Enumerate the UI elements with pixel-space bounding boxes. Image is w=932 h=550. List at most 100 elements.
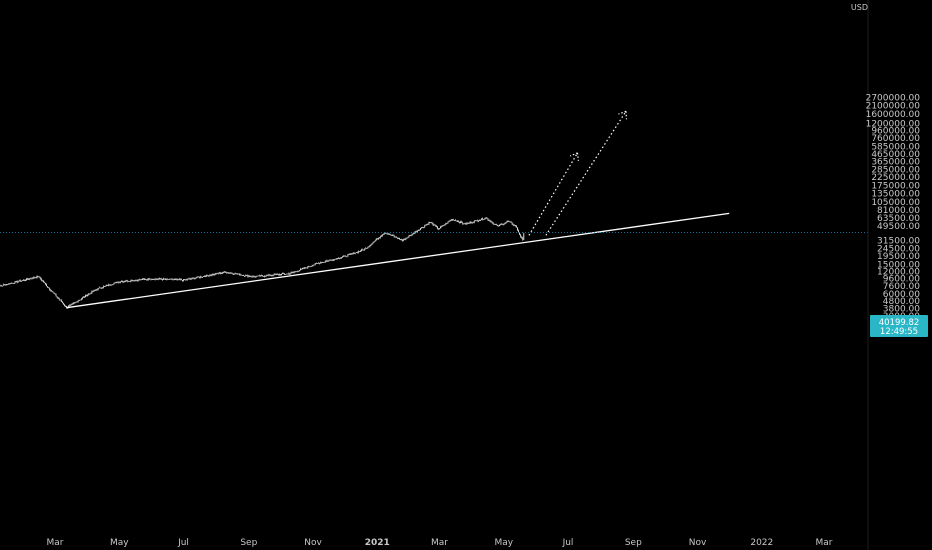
- candle-body: [241, 274, 242, 276]
- candle-body: [163, 278, 164, 280]
- candle-body: [374, 240, 376, 242]
- candle-body: [303, 268, 305, 269]
- x-tick-label: May: [110, 538, 129, 548]
- candle-body: [27, 278, 29, 280]
- candle-body: [267, 275, 269, 276]
- candle-body: [476, 220, 478, 222]
- candle-body: [1, 285, 3, 287]
- candle-body: [309, 266, 311, 268]
- candle-body: [357, 251, 359, 253]
- candle-body: [317, 262, 319, 264]
- candle-body: [292, 272, 294, 274]
- candle-body: [77, 300, 79, 302]
- candle-body: [96, 289, 98, 291]
- candle-body: [191, 277, 193, 279]
- candle-body: [330, 259, 332, 261]
- candle-body: [482, 218, 484, 220]
- candle-body: [355, 252, 357, 253]
- candle-body: [120, 281, 122, 283]
- candle-body: [326, 260, 328, 262]
- candle-body: [396, 237, 398, 239]
- candle-body: [283, 273, 285, 275]
- candle-body: [129, 281, 131, 283]
- candle-body: [493, 223, 495, 225]
- candle-body: [390, 234, 392, 236]
- trendline-layer[interactable]: [66, 212, 730, 309]
- candle-body: [88, 293, 90, 295]
- candle-body: [133, 280, 135, 282]
- candle-body: [445, 223, 447, 225]
- candle-body: [37, 276, 39, 277]
- candle-body: [156, 278, 158, 280]
- candle-body: [512, 224, 514, 226]
- candle-body: [408, 235, 410, 238]
- candle-body: [448, 221, 450, 223]
- y-tick-label: 175000.00: [871, 181, 920, 191]
- candle-body: [105, 285, 107, 287]
- candle-body: [488, 220, 490, 221]
- candle-body: [229, 272, 231, 274]
- candle-body: [113, 283, 115, 285]
- candle-body: [150, 279, 152, 281]
- candle-body: [307, 266, 309, 268]
- y-tick-label: 63500.00: [877, 214, 920, 224]
- projection-layer[interactable]: [528, 110, 628, 236]
- candle-body: [333, 259, 335, 261]
- candle-body: [492, 222, 494, 224]
- candle-body: [177, 279, 179, 280]
- candle-body: [348, 254, 350, 255]
- candle-body: [131, 280, 133, 282]
- y-tick-label: 1200000.00: [866, 119, 921, 129]
- y-axis[interactable]: USD 2700000.002100000.001600000.00120000…: [851, 3, 920, 322]
- candle-body: [325, 261, 327, 262]
- candle-body: [358, 251, 360, 253]
- candle-body: [244, 275, 246, 277]
- candle-body: [224, 271, 226, 273]
- candle-body: [272, 275, 274, 277]
- candle-body: [215, 273, 217, 275]
- candle-body: [188, 278, 190, 280]
- candle-body: [81, 297, 83, 299]
- candle-body: [381, 235, 383, 237]
- candle-body: [263, 276, 265, 277]
- candle-body: [264, 276, 266, 277]
- candle-body: [291, 272, 293, 274]
- candle-body: [314, 263, 316, 265]
- candle-body: [72, 303, 74, 304]
- candle-body: [405, 238, 407, 240]
- candle-body: [297, 270, 299, 272]
- x-tick-label: Sep: [625, 538, 642, 548]
- candle-body: [257, 275, 259, 277]
- candle-body: [275, 274, 277, 275]
- candle-body: [346, 256, 348, 258]
- candle-body: [318, 262, 320, 264]
- candle-body: [12, 282, 14, 284]
- y-tick-label: 6000.00: [883, 290, 920, 300]
- candle-body: [436, 226, 438, 229]
- candle-body: [7, 284, 9, 286]
- candle-body: [216, 273, 218, 274]
- candle-body: [179, 279, 181, 281]
- candle-body: [431, 222, 433, 224]
- candle-body: [65, 305, 66, 307]
- candle-body: [486, 217, 488, 219]
- candle-body: [99, 287, 101, 289]
- candle-body: [484, 218, 486, 220]
- candle-body: [393, 235, 395, 237]
- y-tick-label: 585000.00: [871, 143, 920, 153]
- candle-body: [426, 224, 428, 225]
- candle-body: [495, 224, 497, 226]
- projection-arrowhead: [618, 110, 627, 115]
- y-tick-label: 960000.00: [871, 127, 920, 137]
- candle-body: [343, 255, 345, 257]
- candle-body: [290, 272, 292, 274]
- candle-body: [353, 252, 355, 254]
- candle-body: [334, 258, 336, 260]
- candle-body: [13, 283, 15, 284]
- candle-body: [410, 235, 412, 236]
- candle-body: [79, 299, 81, 301]
- candle-body: [376, 238, 378, 240]
- candle-body: [366, 248, 368, 249]
- candle-body: [458, 221, 459, 223]
